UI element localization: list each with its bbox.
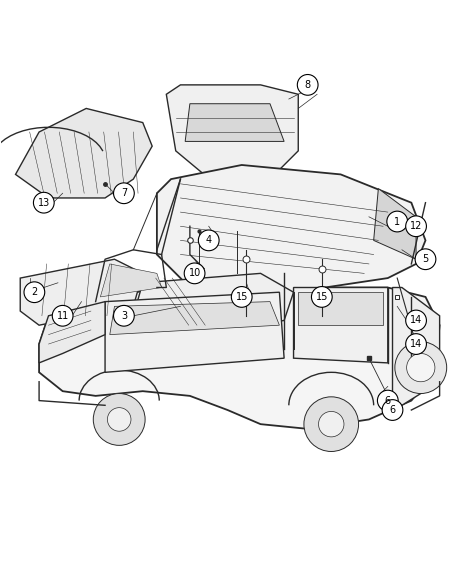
Polygon shape — [39, 302, 105, 363]
Polygon shape — [39, 278, 439, 429]
Text: 4: 4 — [206, 235, 212, 246]
Polygon shape — [16, 109, 152, 198]
Text: 6: 6 — [390, 405, 396, 415]
Circle shape — [406, 310, 427, 331]
Circle shape — [231, 286, 252, 307]
Circle shape — [52, 305, 73, 326]
Polygon shape — [105, 292, 284, 373]
Text: 12: 12 — [410, 221, 422, 231]
Circle shape — [311, 286, 332, 307]
Circle shape — [407, 354, 435, 382]
Text: 14: 14 — [410, 316, 422, 325]
Text: 5: 5 — [422, 254, 428, 264]
Circle shape — [387, 211, 408, 232]
Text: 15: 15 — [316, 292, 328, 302]
Polygon shape — [374, 189, 416, 259]
Circle shape — [377, 390, 398, 411]
Circle shape — [319, 412, 344, 437]
Circle shape — [93, 393, 145, 446]
Polygon shape — [133, 273, 293, 335]
Circle shape — [406, 216, 427, 236]
Text: 7: 7 — [121, 188, 127, 198]
Circle shape — [382, 400, 403, 420]
Text: 8: 8 — [305, 80, 311, 90]
Circle shape — [395, 342, 447, 393]
Circle shape — [415, 249, 436, 270]
Circle shape — [114, 183, 134, 204]
Circle shape — [198, 230, 219, 251]
Polygon shape — [392, 288, 439, 405]
Circle shape — [406, 334, 427, 354]
Circle shape — [297, 75, 318, 95]
Circle shape — [114, 305, 134, 326]
Circle shape — [108, 408, 131, 431]
Text: 10: 10 — [189, 269, 201, 278]
Text: 13: 13 — [37, 198, 50, 208]
Circle shape — [184, 263, 205, 283]
Polygon shape — [100, 264, 162, 297]
Text: 6: 6 — [385, 396, 391, 405]
Polygon shape — [110, 302, 279, 335]
Polygon shape — [293, 288, 388, 363]
Circle shape — [34, 192, 54, 213]
Text: 11: 11 — [56, 310, 69, 321]
Circle shape — [304, 397, 358, 451]
Text: 14: 14 — [410, 339, 422, 349]
Polygon shape — [166, 85, 298, 174]
Polygon shape — [298, 292, 383, 325]
Text: 2: 2 — [31, 287, 37, 297]
Circle shape — [24, 282, 45, 302]
Text: 3: 3 — [121, 310, 127, 321]
Text: 1: 1 — [394, 217, 400, 227]
Text: 15: 15 — [236, 292, 248, 302]
Polygon shape — [185, 104, 284, 141]
Polygon shape — [157, 165, 426, 292]
Polygon shape — [20, 259, 143, 325]
